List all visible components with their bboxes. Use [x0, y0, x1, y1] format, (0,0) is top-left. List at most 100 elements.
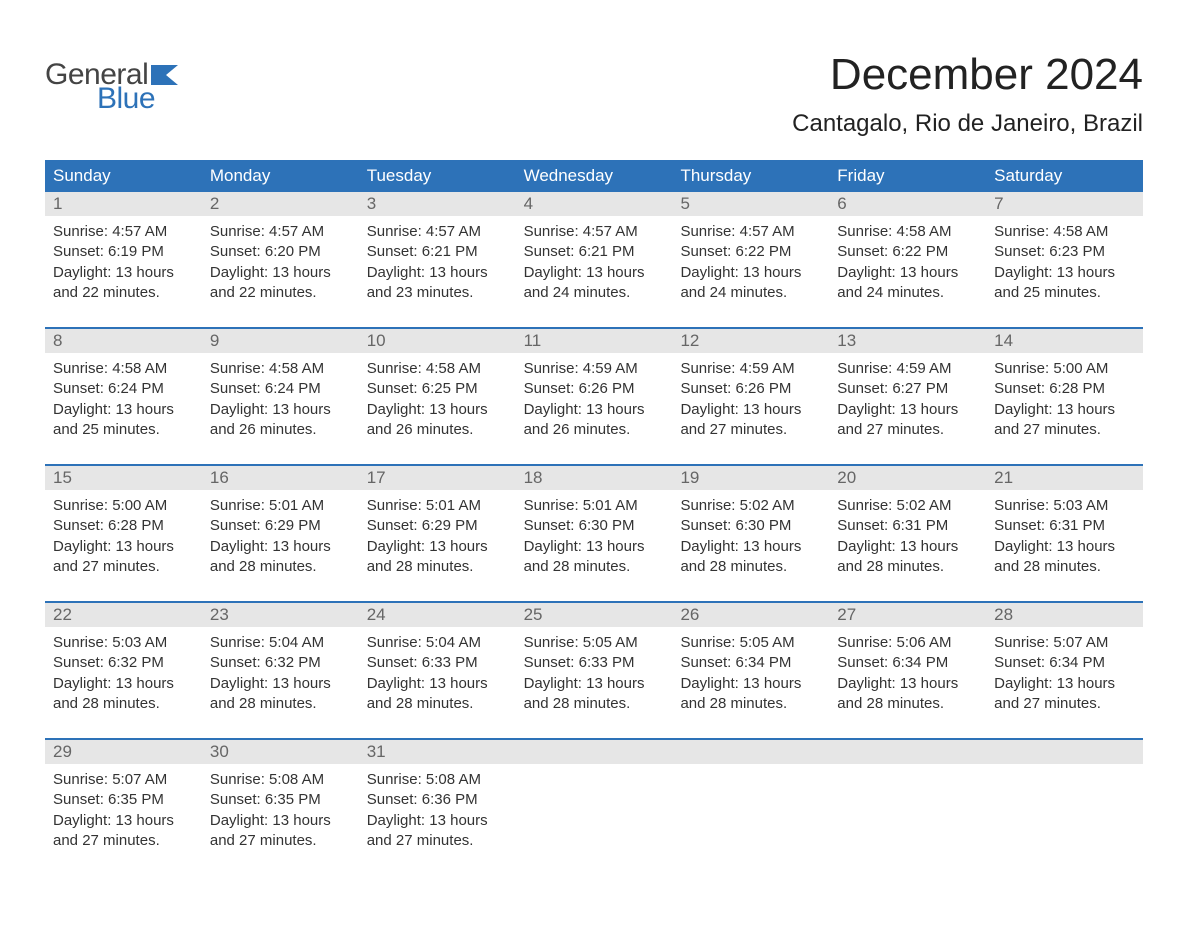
- sunrise-text: Sunrise: 4:58 AM: [994, 222, 1135, 242]
- daylight-text: Daylight: 13 hours and 28 minutes.: [367, 674, 508, 715]
- sunrise-text: Sunrise: 5:03 AM: [994, 496, 1135, 516]
- day-cell: 1Sunrise: 4:57 AMSunset: 6:19 PMDaylight…: [45, 192, 202, 327]
- sunset-text: Sunset: 6:22 PM: [837, 242, 978, 262]
- sunrise-text: Sunrise: 5:08 AM: [367, 770, 508, 790]
- daylight-text: Daylight: 13 hours and 25 minutes.: [994, 263, 1135, 304]
- day-cell: 19Sunrise: 5:02 AMSunset: 6:30 PMDayligh…: [672, 466, 829, 601]
- day-body: Sunrise: 5:01 AMSunset: 6:29 PMDaylight:…: [202, 490, 359, 601]
- daylight-text: Daylight: 13 hours and 24 minutes.: [837, 263, 978, 304]
- day-body: Sunrise: 4:58 AMSunset: 6:25 PMDaylight:…: [359, 353, 516, 464]
- day-cell: 16Sunrise: 5:01 AMSunset: 6:29 PMDayligh…: [202, 466, 359, 601]
- day-number: 31: [359, 740, 516, 764]
- day-number: 5: [672, 192, 829, 216]
- day-cell: 14Sunrise: 5:00 AMSunset: 6:28 PMDayligh…: [986, 329, 1143, 464]
- sunrise-text: Sunrise: 5:01 AM: [210, 496, 351, 516]
- sunset-text: Sunset: 6:31 PM: [837, 516, 978, 536]
- daylight-text: Daylight: 13 hours and 26 minutes.: [367, 400, 508, 441]
- daylight-text: Daylight: 13 hours and 25 minutes.: [53, 400, 194, 441]
- weekday-header-cell: Sunday: [45, 160, 202, 192]
- day-cell: [672, 740, 829, 875]
- weekday-header-cell: Tuesday: [359, 160, 516, 192]
- sunset-text: Sunset: 6:36 PM: [367, 790, 508, 810]
- day-cell: [829, 740, 986, 875]
- day-number-empty: [516, 740, 673, 764]
- sunset-text: Sunset: 6:24 PM: [53, 379, 194, 399]
- daylight-text: Daylight: 13 hours and 22 minutes.: [53, 263, 194, 304]
- day-body: Sunrise: 5:00 AMSunset: 6:28 PMDaylight:…: [986, 353, 1143, 464]
- week-row: 8Sunrise: 4:58 AMSunset: 6:24 PMDaylight…: [45, 327, 1143, 464]
- daylight-text: Daylight: 13 hours and 26 minutes.: [524, 400, 665, 441]
- sunset-text: Sunset: 6:24 PM: [210, 379, 351, 399]
- sunrise-text: Sunrise: 4:58 AM: [53, 359, 194, 379]
- day-number: 15: [45, 466, 202, 490]
- day-body-empty: [516, 764, 673, 794]
- day-number: 20: [829, 466, 986, 490]
- daylight-text: Daylight: 13 hours and 28 minutes.: [524, 537, 665, 578]
- day-body: Sunrise: 5:05 AMSunset: 6:34 PMDaylight:…: [672, 627, 829, 738]
- day-cell: 20Sunrise: 5:02 AMSunset: 6:31 PMDayligh…: [829, 466, 986, 601]
- sunset-text: Sunset: 6:34 PM: [994, 653, 1135, 673]
- sunrise-text: Sunrise: 5:05 AM: [524, 633, 665, 653]
- sunrise-text: Sunrise: 4:58 AM: [837, 222, 978, 242]
- sunrise-text: Sunrise: 5:04 AM: [367, 633, 508, 653]
- day-body: Sunrise: 4:59 AMSunset: 6:26 PMDaylight:…: [672, 353, 829, 464]
- sunrise-text: Sunrise: 4:57 AM: [53, 222, 194, 242]
- sunrise-text: Sunrise: 5:03 AM: [53, 633, 194, 653]
- location-subtitle: Cantagalo, Rio de Janeiro, Brazil: [792, 110, 1143, 138]
- day-number: 28: [986, 603, 1143, 627]
- day-cell: 21Sunrise: 5:03 AMSunset: 6:31 PMDayligh…: [986, 466, 1143, 601]
- day-cell: 11 Sunrise: 4:59 AMSunset: 6:26 PMDayligh…: [516, 329, 673, 464]
- sunset-text: Sunset: 6:34 PM: [837, 653, 978, 673]
- day-cell: 8Sunrise: 4:58 AMSunset: 6:24 PMDaylight…: [45, 329, 202, 464]
- daylight-text: Daylight: 13 hours and 28 minutes.: [837, 537, 978, 578]
- day-body: Sunrise: 5:07 AMSunset: 6:34 PMDaylight:…: [986, 627, 1143, 738]
- week-row: 22Sunrise: 5:03 AMSunset: 6:32 PMDayligh…: [45, 601, 1143, 738]
- daylight-text: Daylight: 13 hours and 28 minutes.: [53, 674, 194, 715]
- day-number: 2: [202, 192, 359, 216]
- daylight-text: Daylight: 13 hours and 27 minutes.: [53, 811, 194, 852]
- day-body: Sunrise: 4:57 AMSunset: 6:21 PMDaylight:…: [359, 216, 516, 327]
- daylight-text: Daylight: 13 hours and 28 minutes.: [680, 674, 821, 715]
- day-number: 22: [45, 603, 202, 627]
- sunset-text: Sunset: 6:30 PM: [680, 516, 821, 536]
- sunset-text: Sunset: 6:28 PM: [53, 516, 194, 536]
- weekday-header-cell: Friday: [829, 160, 986, 192]
- daylight-text: Daylight: 13 hours and 27 minutes.: [210, 811, 351, 852]
- day-body: Sunrise: 5:05 AMSunset: 6:33 PMDaylight:…: [516, 627, 673, 738]
- title-block: December 2024 Cantagalo, Rio de Janeiro,…: [792, 50, 1143, 152]
- day-cell: [516, 740, 673, 875]
- day-body: Sunrise: 4:58 AMSunset: 6:24 PMDaylight:…: [45, 353, 202, 464]
- week-row: 15Sunrise: 5:00 AMSunset: 6:28 PMDayligh…: [45, 464, 1143, 601]
- day-cell: 6Sunrise: 4:58 AMSunset: 6:22 PMDaylight…: [829, 192, 986, 327]
- day-number-empty: [986, 740, 1143, 764]
- calendar: SundayMondayTuesdayWednesdayThursdayFrid…: [45, 160, 1143, 875]
- day-cell: 27Sunrise: 5:06 AMSunset: 6:34 PMDayligh…: [829, 603, 986, 738]
- day-number: 17: [359, 466, 516, 490]
- day-number: 12: [672, 329, 829, 353]
- sunset-text: Sunset: 6:30 PM: [524, 516, 665, 536]
- sunset-text: Sunset: 6:26 PM: [524, 379, 665, 399]
- daylight-text: Daylight: 13 hours and 27 minutes.: [680, 400, 821, 441]
- sunset-text: Sunset: 6:22 PM: [680, 242, 821, 262]
- day-number: 18: [516, 466, 673, 490]
- daylight-text: Daylight: 13 hours and 22 minutes.: [210, 263, 351, 304]
- sunset-text: Sunset: 6:26 PM: [680, 379, 821, 399]
- sunrise-text: Sunrise: 5:02 AM: [680, 496, 821, 516]
- day-body: Sunrise: 4:58 AMSunset: 6:22 PMDaylight:…: [829, 216, 986, 327]
- sunrise-text: Sunrise: 5:08 AM: [210, 770, 351, 790]
- sunrise-text: Sunrise: 4:57 AM: [524, 222, 665, 242]
- sunset-text: Sunset: 6:25 PM: [367, 379, 508, 399]
- weeks-container: 1Sunrise: 4:57 AMSunset: 6:19 PMDaylight…: [45, 192, 1143, 875]
- sunset-text: Sunset: 6:21 PM: [524, 242, 665, 262]
- day-number: 27: [829, 603, 986, 627]
- daylight-text: Daylight: 13 hours and 26 minutes.: [210, 400, 351, 441]
- sunrise-text: Sunrise: 5:01 AM: [524, 496, 665, 516]
- day-number: 11: [516, 329, 673, 353]
- day-cell: 9Sunrise: 4:58 AMSunset: 6:24 PMDaylight…: [202, 329, 359, 464]
- weekday-header-cell: Saturday: [986, 160, 1143, 192]
- sunrise-text: Sunrise: 4:59 AM: [524, 359, 665, 379]
- sunrise-text: Sunrise: 5:01 AM: [367, 496, 508, 516]
- sunset-text: Sunset: 6:21 PM: [367, 242, 508, 262]
- day-cell: 25Sunrise: 5:05 AMSunset: 6:33 PMDayligh…: [516, 603, 673, 738]
- daylight-text: Daylight: 13 hours and 28 minutes.: [837, 674, 978, 715]
